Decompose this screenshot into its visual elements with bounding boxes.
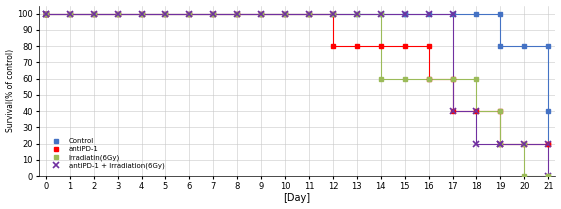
- Line: Control: Control: [43, 11, 551, 113]
- antiPD-1 + Irradiation(6Gy): [43, 12, 49, 15]
- Legend: Control, antiPD-1, Irradiatin(6Gy), antiPD-1 + Irradiation(6Gy): Control, antiPD-1, Irradiatin(6Gy), anti…: [47, 136, 167, 171]
- Line: antiPD-1 + Irradiation(6Gy): antiPD-1 + Irradiation(6Gy): [43, 11, 551, 179]
- antiPD-1: [449, 110, 456, 112]
- antiPD-1: [545, 142, 551, 145]
- Irradiatin(6Gy): [545, 175, 551, 177]
- antiPD-1 + Irradiation(6Gy): [497, 142, 504, 145]
- antiPD-1: [425, 77, 432, 80]
- Irradiatin(6Gy): [43, 12, 49, 15]
- antiPD-1 + Irradiation(6Gy): [545, 175, 551, 177]
- Control: [545, 110, 551, 112]
- antiPD-1: [497, 142, 504, 145]
- Control: [401, 12, 408, 15]
- Y-axis label: Survival(% of control): Survival(% of control): [6, 49, 15, 132]
- Control: [43, 12, 49, 15]
- Control: [497, 45, 504, 47]
- Irradiatin(6Gy): [497, 142, 504, 145]
- X-axis label: [Day]: [Day]: [283, 194, 311, 203]
- Irradiatin(6Gy): [473, 110, 480, 112]
- Irradiatin(6Gy): [521, 175, 528, 177]
- antiPD-1: [43, 12, 49, 15]
- antiPD-1: [329, 45, 336, 47]
- antiPD-1 + Irradiation(6Gy): [473, 142, 480, 145]
- Irradiatin(6Gy): [378, 77, 384, 80]
- Line: antiPD-1: antiPD-1: [43, 11, 551, 146]
- antiPD-1 + Irradiation(6Gy): [449, 110, 456, 112]
- Line: Irradiatin(6Gy): Irradiatin(6Gy): [43, 11, 551, 178]
